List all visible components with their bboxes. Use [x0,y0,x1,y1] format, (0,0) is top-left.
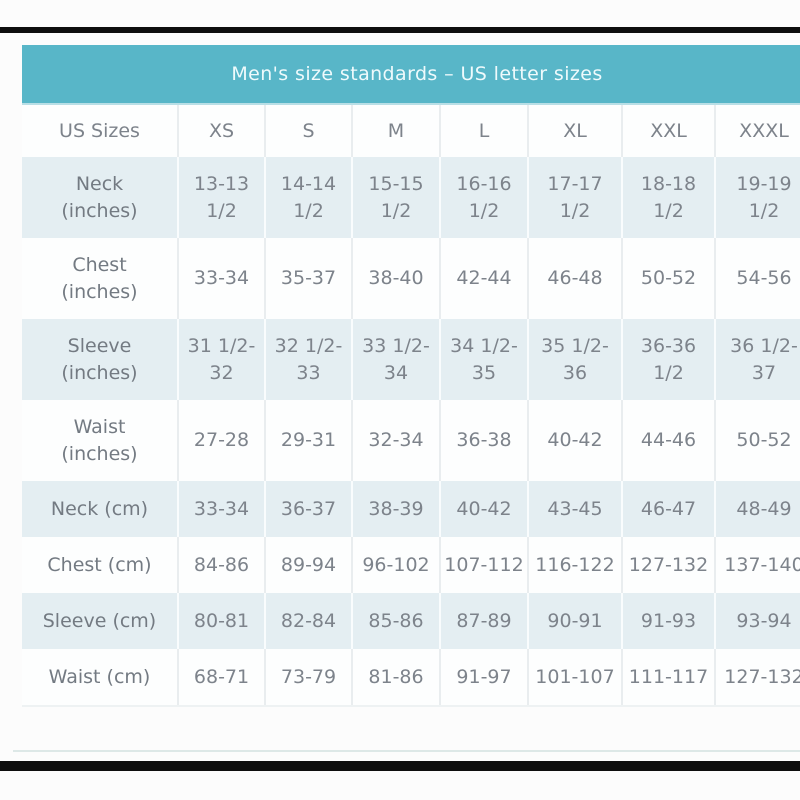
row-label: Neck (inches) [22,157,178,238]
table-cell: 36-38 [439,400,528,481]
table-cell: 29-31 [264,400,352,481]
table-cell: 44-46 [621,400,715,481]
table-cell: 50-52 [621,238,715,319]
table-cell: 96-102 [351,537,440,593]
table-cell: 33 1/2- 34 [351,319,440,400]
table-cell: 32 1/2- 33 [264,319,352,400]
table-cell: 80-81 [177,593,265,649]
table-row: Waist (inches) 27-28 29-31 32-34 36-38 40-42 4… [22,400,800,481]
row-label: Waist (inches) [22,400,178,481]
table-cell: 46-48 [527,238,622,319]
table-cell: 127-132 [714,649,800,707]
table-cell: 32-34 [351,400,440,481]
table-cell: 81-86 [351,649,440,707]
table-cell: 84-86 [177,537,265,593]
bottom-faint-line [13,750,800,752]
column-header-size: M [351,105,440,157]
table-cell: 93-94 [714,593,800,649]
table-cell: 89-94 [264,537,352,593]
row-label: Chest (cm) [22,537,178,593]
table-cell: 40-42 [439,481,528,537]
table-cell: 33-34 [177,481,265,537]
table-cell: 43-45 [527,481,622,537]
column-header-size: L [439,105,528,157]
size-chart-title: Men's size standards – US letter sizes [22,45,800,105]
table-cell: 82-84 [264,593,352,649]
table-cell: 36-36 1/2 [621,319,715,400]
table-cell: 85-86 [351,593,440,649]
column-header-size: S [264,105,352,157]
table-row: Sleeve (inches) 31 1/2- 32 32 1/2- 33 33 1/… [22,319,800,400]
table-cell: 107-112 [439,537,528,593]
table-cell: 137-140 [714,537,800,593]
table-cell: 18-18 1/2 [621,157,715,238]
table-row: Chest (cm) 84-86 89-94 96-102 107-112 116-122… [22,537,800,593]
table-cell: 15-15 1/2 [351,157,440,238]
table-cell: 54-56 [714,238,800,319]
table-cell: 19-19 1/2 [714,157,800,238]
table-cell: 116-122 [527,537,622,593]
table-row: Neck (inches) 13-13 1/2 14-14 1/2 15-15 1/2… [22,157,800,238]
table-cell: 40-42 [527,400,622,481]
table-cell: 36 1/2- 37 [714,319,800,400]
table-cell: 14-14 1/2 [264,157,352,238]
column-header-size: XL [527,105,622,157]
column-header-us-sizes: US Sizes [22,105,178,157]
top-divider-bar [0,27,800,33]
table-cell: 101-107 [527,649,622,707]
table-row: Chest (inches) 33-34 35-37 38-40 42-44 46-48 5… [22,238,800,319]
column-header-size: XXL [621,105,715,157]
column-header-size: XS [177,105,265,157]
table-cell: 38-39 [351,481,440,537]
table-cell: 91-97 [439,649,528,707]
table-row: Waist (cm) 68-71 73-79 81-86 91-97 101-107 111… [22,649,800,707]
table-cell: 31 1/2- 32 [177,319,265,400]
table-cell: 13-13 1/2 [177,157,265,238]
row-label: Chest (inches) [22,238,178,319]
row-label: Waist (cm) [22,649,178,707]
table-cell: 111-117 [621,649,715,707]
table-cell: 127-132 [621,537,715,593]
table-cell: 34 1/2- 35 [439,319,528,400]
bottom-divider-bar [0,761,800,771]
row-label: Neck (cm) [22,481,178,537]
table-cell: 73-79 [264,649,352,707]
table-cell: 38-40 [351,238,440,319]
table-row: Sleeve (cm) 80-81 82-84 85-86 87-89 90-91 91-9… [22,593,800,649]
size-chart: Men's size standards – US letter sizes U… [22,45,800,707]
table-cell: 17-17 1/2 [527,157,622,238]
table-cell: 16-16 1/2 [439,157,528,238]
row-label: Sleeve (cm) [22,593,178,649]
table-cell: 35 1/2- 36 [527,319,622,400]
table-cell: 33-34 [177,238,265,319]
table-cell: 46-47 [621,481,715,537]
table-cell: 35-37 [264,238,352,319]
table-cell: 50-52 [714,400,800,481]
table-cell: 68-71 [177,649,265,707]
table-cell: 42-44 [439,238,528,319]
table-row: Neck (cm) 33-34 36-37 38-39 40-42 43-45 46-47 4… [22,481,800,537]
column-header-size: XXXL [714,105,800,157]
table-cell: 87-89 [439,593,528,649]
size-table: US Sizes XS S M L XL XXL XXXL Neck (inches) 13-1… [22,105,800,707]
table-cell: 91-93 [621,593,715,649]
row-label: Sleeve (inches) [22,319,178,400]
table-cell: 36-37 [264,481,352,537]
table-cell: 48-49 [714,481,800,537]
table-cell: 90-91 [527,593,622,649]
table-cell: 27-28 [177,400,265,481]
size-header-row: US Sizes XS S M L XL XXL XXXL [22,105,800,157]
